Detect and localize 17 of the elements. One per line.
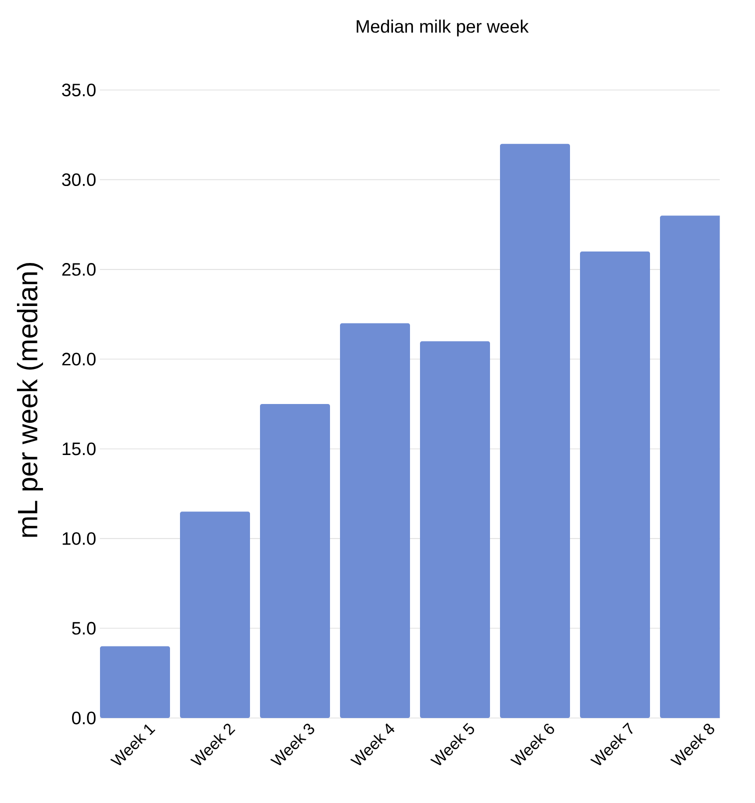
- bar: [100, 646, 170, 718]
- y-tick-label: 15.0: [62, 442, 96, 456]
- y-tick-label: 20.0: [62, 352, 96, 366]
- y-tick-label: 5.0: [72, 622, 96, 635]
- bar: [500, 144, 570, 718]
- y-axis-title: mL per week (median): [17, 263, 43, 537]
- bar: [260, 404, 330, 718]
- bar: [180, 512, 250, 718]
- y-tick-label: 35.0: [62, 84, 96, 96]
- y-tick-label: 10.0: [62, 532, 96, 545]
- bar: [420, 341, 490, 718]
- chart-title: Median milk per week: [356, 20, 529, 36]
- y-tick-label: 0.0: [72, 712, 96, 724]
- y-tick-label: 30.0: [62, 173, 96, 186]
- bar: [580, 251, 650, 718]
- bar: [340, 323, 410, 718]
- y-tick-label: 25.0: [62, 263, 96, 276]
